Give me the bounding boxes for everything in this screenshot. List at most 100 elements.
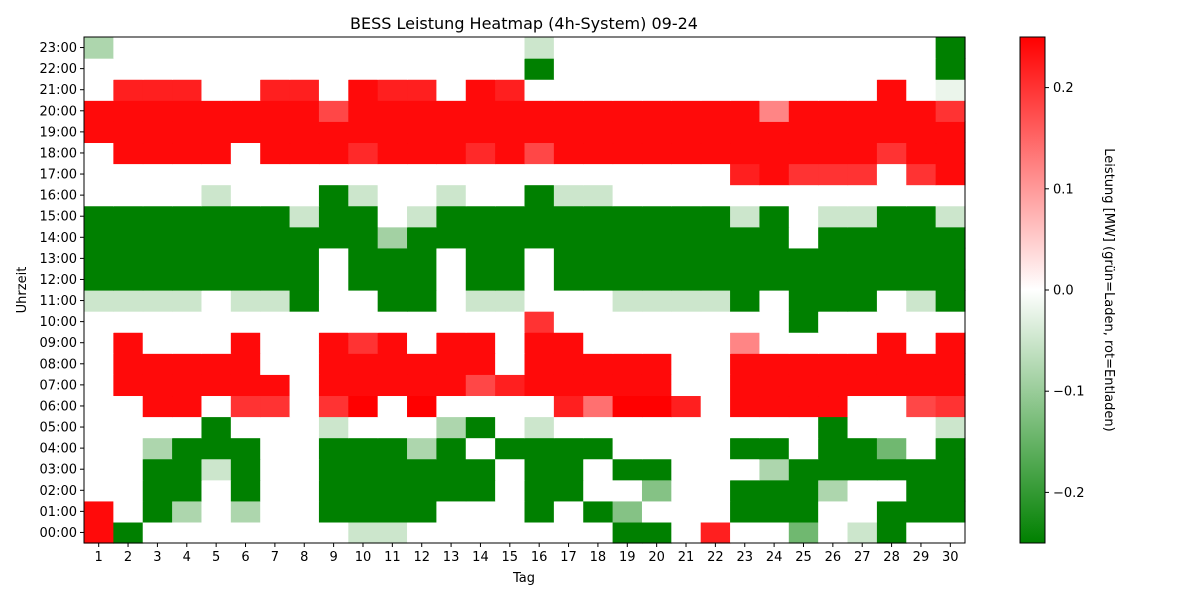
heatmap-cell <box>318 374 349 397</box>
heatmap-cell <box>348 479 379 502</box>
heatmap-cell <box>524 79 555 101</box>
heatmap-cell <box>260 79 291 101</box>
heatmap-cell <box>671 521 702 544</box>
heatmap-cell <box>730 247 761 270</box>
heatmap-cell <box>230 353 261 375</box>
heatmap-cell <box>524 353 555 375</box>
heatmap-cell <box>700 121 731 144</box>
heatmap-cell <box>113 163 144 186</box>
heatmap-cell <box>524 521 555 544</box>
heatmap-cell <box>289 479 320 502</box>
heatmap-cell <box>289 290 320 312</box>
heatmap-cell <box>847 268 878 291</box>
heatmap-cell <box>172 353 203 375</box>
heatmap-cell <box>759 100 790 122</box>
heatmap-cell <box>465 500 496 523</box>
heatmap-cell <box>876 100 907 122</box>
heatmap-cell <box>230 142 261 165</box>
heatmap-cell <box>348 416 379 439</box>
heatmap-cell <box>465 247 496 270</box>
heatmap-cell <box>553 311 584 333</box>
heatmap-cell <box>230 247 261 270</box>
heatmap-cell <box>612 332 643 354</box>
heatmap-cell <box>700 395 731 418</box>
heatmap-cell <box>84 205 114 228</box>
heatmap-cell <box>84 500 114 523</box>
heatmap-cell <box>465 100 496 122</box>
heatmap-cell <box>553 458 584 481</box>
heatmap-cell <box>407 374 437 397</box>
heatmap-cell <box>289 458 320 481</box>
heatmap-cell <box>583 311 614 333</box>
heatmap-cell <box>700 437 731 460</box>
heatmap-cell <box>289 500 320 523</box>
heatmap-cell <box>201 58 232 80</box>
heatmap-cell <box>788 479 819 502</box>
y-tick-label: 15:00 <box>40 210 77 225</box>
heatmap-cell <box>788 247 819 270</box>
heatmap-cell <box>818 332 849 354</box>
colorbar-ticks: −0.2 −0.1 0.0 0.1 0.2 <box>1045 81 1085 501</box>
heatmap-cell <box>230 226 261 249</box>
heatmap-cell <box>788 290 819 312</box>
heatmap-cell <box>876 247 907 270</box>
heatmap-cell <box>553 226 584 249</box>
heatmap-cell <box>289 121 320 144</box>
heatmap-cell <box>612 353 643 375</box>
heatmap-cell <box>407 205 437 228</box>
heatmap-cell <box>906 395 937 418</box>
heatmap-cell <box>788 353 819 375</box>
x-tick-label: 12 <box>413 550 430 565</box>
heatmap-cell <box>583 58 614 80</box>
heatmap-cell <box>847 58 878 80</box>
heatmap-cell <box>876 395 907 418</box>
heatmap-cell <box>260 479 291 502</box>
heatmap-cell <box>847 311 878 333</box>
heatmap-cell <box>407 37 437 59</box>
heatmap-cell <box>318 353 349 375</box>
heatmap-cell <box>260 332 291 354</box>
heatmap-cell <box>818 521 849 544</box>
heatmap-cell <box>172 247 203 270</box>
heatmap-cell <box>876 521 907 544</box>
heatmap-cell <box>730 311 761 333</box>
heatmap-cell <box>935 142 966 165</box>
heatmap-cell <box>84 521 114 544</box>
heatmap-cell <box>142 247 173 270</box>
heatmap-cell <box>465 163 496 186</box>
heatmap-cell <box>818 395 849 418</box>
heatmap-cell <box>201 374 232 397</box>
heatmap-cell <box>377 37 408 59</box>
heatmap-cell <box>671 142 702 165</box>
heatmap-cell <box>495 395 526 418</box>
heatmap-cell <box>671 395 702 418</box>
x-tick-label: 25 <box>795 550 812 565</box>
y-tick-label: 07:00 <box>40 378 77 393</box>
heatmap-cell <box>671 290 702 312</box>
heatmap-cell <box>407 479 437 502</box>
heatmap-cell <box>759 500 790 523</box>
heatmap-cell <box>935 226 966 249</box>
heatmap-cell <box>260 311 291 333</box>
heatmap-cell <box>641 458 672 481</box>
heatmap-cell <box>377 395 408 418</box>
heatmap-cell <box>847 100 878 122</box>
heatmap-cell <box>583 437 614 460</box>
heatmap-cell <box>348 142 379 165</box>
heatmap-cell <box>113 458 144 481</box>
heatmap-cell <box>495 458 526 481</box>
heatmap-cell <box>289 395 320 418</box>
heatmap-cell <box>671 226 702 249</box>
heatmap-cell <box>818 226 849 249</box>
heatmap-cell <box>818 121 849 144</box>
heatmap-cell <box>906 374 937 397</box>
heatmap-cell <box>876 416 907 439</box>
heatmap-cell <box>318 79 349 101</box>
heatmap-cell <box>318 395 349 418</box>
heatmap-cell <box>289 37 320 59</box>
heatmap-cell <box>612 268 643 291</box>
heatmap-cell <box>553 163 584 186</box>
heatmap-cell <box>172 437 203 460</box>
heatmap-cell <box>289 184 320 207</box>
y-tick-label: 16:00 <box>40 189 77 204</box>
